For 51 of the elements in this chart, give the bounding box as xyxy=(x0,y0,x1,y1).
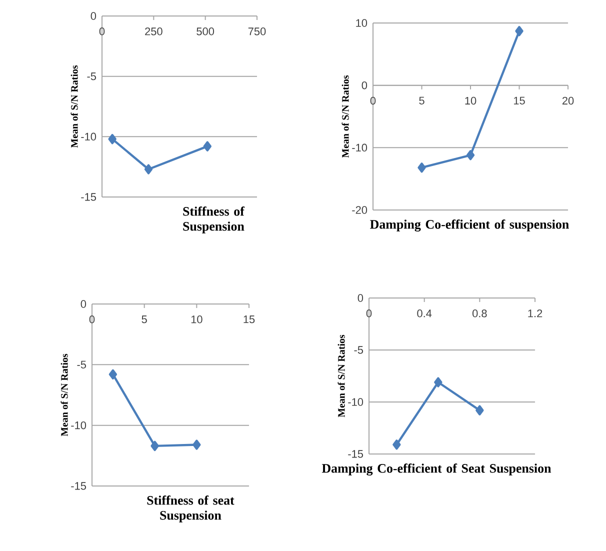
point xyxy=(418,162,426,173)
x-tick-label: 20 xyxy=(562,96,574,105)
x-tick-label: 0.4 xyxy=(417,310,432,318)
x-tick-label: 500 xyxy=(196,28,214,36)
y-tick-label: 0 xyxy=(80,300,86,308)
y-tick-label: -10 xyxy=(81,132,96,141)
y-axis-title: Mean of S/N Ratios xyxy=(70,65,78,148)
y-tick-label: -20 xyxy=(352,206,368,214)
y-tick-label: -15 xyxy=(81,193,96,201)
point xyxy=(108,369,118,380)
y-tick-label: 10 xyxy=(356,19,368,27)
x-tick-label: 750 xyxy=(248,28,266,36)
x-tick-label: 0 xyxy=(370,96,376,105)
point xyxy=(150,440,159,452)
x-axis-title: Damping Co-efficient of suspension xyxy=(370,220,569,232)
x-axis-title: Damping Co-efficient of Seat Suspension xyxy=(322,464,552,476)
point xyxy=(144,164,153,174)
x-axis-title: Stiffness of seat Suspension xyxy=(147,496,234,522)
x-axis-title: Stiffness of Suspension xyxy=(183,206,245,234)
y-axis-title: Mean of S/N Ratios xyxy=(60,354,68,436)
x-tick-label: 0 xyxy=(99,28,105,36)
y-tick-label: -15 xyxy=(348,450,364,458)
point xyxy=(466,150,475,160)
point xyxy=(392,440,401,450)
y-tick-label: -10 xyxy=(352,144,368,152)
x-tick-label: 5 xyxy=(419,96,424,104)
x-tick-label: 10 xyxy=(465,96,476,105)
y-axis-title: Mean of S/N Ratios xyxy=(342,75,349,158)
x-tick-label: 1.2 xyxy=(528,310,542,318)
point xyxy=(434,377,442,388)
x-tick-label: 5 xyxy=(142,316,147,324)
point xyxy=(476,405,484,416)
y-tick-label: -10 xyxy=(348,398,364,406)
point xyxy=(203,141,212,152)
y-tick-label: 0 xyxy=(90,12,96,20)
point xyxy=(108,134,116,144)
x-tick-label: 15 xyxy=(244,316,255,324)
y-tick-label: -15 xyxy=(71,482,86,490)
x-tick-label: 250 xyxy=(145,28,162,36)
point xyxy=(192,440,201,450)
y-tick-label: -5 xyxy=(77,360,86,368)
y-tick-label: -10 xyxy=(71,421,86,430)
y-tick-label: 0 xyxy=(358,294,364,302)
point xyxy=(515,26,524,36)
y-tick-label: 0 xyxy=(362,81,368,90)
y-axis-title: Mean of S/N Ratios xyxy=(338,334,345,418)
y-tick-label: -5 xyxy=(87,72,96,80)
x-tick-label: 0.8 xyxy=(472,310,487,318)
x-tick-label: 15 xyxy=(514,96,525,104)
x-tick-label: 10 xyxy=(191,316,202,324)
y-tick-label: -5 xyxy=(354,346,364,354)
